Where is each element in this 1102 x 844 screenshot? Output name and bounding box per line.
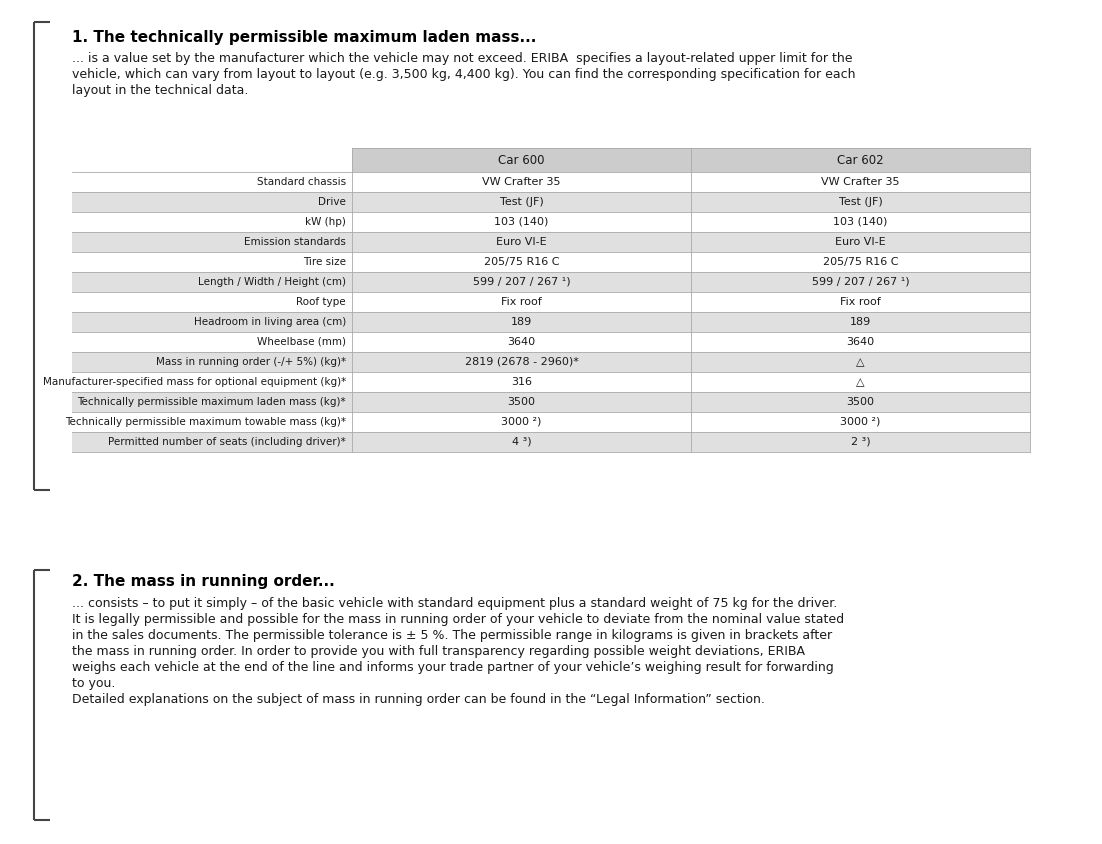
Text: vehicle, which can vary from layout to layout (e.g. 3,500 kg, 4,400 kg). You can: vehicle, which can vary from layout to l… [72,68,855,81]
Bar [72,172,1030,192]
Bar [72,372,1030,392]
Text: Mass in running order (-/+ 5%) (kg)*: Mass in running order (-/+ 5%) (kg)* [155,357,346,367]
Text: Permitted number of seats (including driver)*: Permitted number of seats (including dri… [108,437,346,447]
Text: Length / Width / Height (cm): Length / Width / Height (cm) [198,277,346,287]
Text: Fix roof: Fix roof [501,297,542,307]
Text: 2819 (2678 - 2960)*: 2819 (2678 - 2960)* [465,357,579,367]
Bar [72,292,1030,312]
Text: to you.: to you. [72,677,116,690]
Text: Technically permissible maximum towable mass (kg)*: Technically permissible maximum towable … [65,417,346,427]
Text: Euro VI-E: Euro VI-E [496,237,547,247]
Text: kW (hp): kW (hp) [305,217,346,227]
Text: Car 602: Car 602 [838,154,884,166]
Bar [72,432,1030,452]
Text: 599 / 207 / 267 ¹): 599 / 207 / 267 ¹) [473,277,571,287]
Text: 205/75 R16 C: 205/75 R16 C [823,257,898,267]
Text: in the sales documents. The permissible tolerance is ± 5 %. The permissible rang: in the sales documents. The permissible … [72,629,832,642]
Bar [72,272,1030,292]
Text: 4 ³): 4 ³) [511,437,531,447]
Text: 103 (140): 103 (140) [833,217,888,227]
Text: Manufacturer-specified mass for optional equipment (kg)*: Manufacturer-specified mass for optional… [43,377,346,387]
Text: Fix roof: Fix roof [840,297,880,307]
Text: weighs each vehicle at the end of the line and informs your trade partner of you: weighs each vehicle at the end of the li… [72,661,834,674]
Text: Test (JF): Test (JF) [839,197,883,207]
Text: Roof type: Roof type [296,297,346,307]
Text: VW Crafter 35: VW Crafter 35 [821,177,899,187]
Text: Test (JF): Test (JF) [499,197,543,207]
Text: ... is a value set by the manufacturer which the vehicle may not exceed. ERIBA  : ... is a value set by the manufacturer w… [72,52,853,65]
Bar [72,192,1030,212]
Text: 189: 189 [511,317,532,327]
Text: Emission standards: Emission standards [245,237,346,247]
Text: △: △ [856,377,865,387]
Text: Technically permissible maximum laden mass (kg)*: Technically permissible maximum laden ma… [77,397,346,407]
Text: 205/75 R16 C: 205/75 R16 C [484,257,559,267]
Text: VW Crafter 35: VW Crafter 35 [483,177,561,187]
Text: △: △ [856,357,865,367]
Bar [72,312,1030,332]
Text: Detailed explanations on the subject of mass in running order can be found in th: Detailed explanations on the subject of … [72,693,765,706]
Bar [72,252,1030,272]
Bar [352,148,691,172]
Bar [72,332,1030,352]
Text: Wheelbase (mm): Wheelbase (mm) [257,337,346,347]
Text: Euro VI-E: Euro VI-E [835,237,886,247]
Bar [72,232,1030,252]
Text: Tire size: Tire size [303,257,346,267]
Text: Standard chassis: Standard chassis [257,177,346,187]
Text: 103 (140): 103 (140) [495,217,549,227]
Bar [691,148,1030,172]
Text: 2 ³): 2 ³) [851,437,871,447]
Text: the mass in running order. In order to provide you with full transparency regard: the mass in running order. In order to p… [72,645,804,658]
Text: 3000 ²): 3000 ²) [841,417,880,427]
Text: 599 / 207 / 267 ¹): 599 / 207 / 267 ¹) [812,277,909,287]
Text: 3500: 3500 [508,397,536,407]
Text: It is legally permissible and possible for the mass in running order of your veh: It is legally permissible and possible f… [72,613,844,626]
Text: 3640: 3640 [507,337,536,347]
Text: Headroom in living area (cm): Headroom in living area (cm) [194,317,346,327]
Bar [72,212,1030,232]
Bar [72,412,1030,432]
Text: 3500: 3500 [846,397,875,407]
Bar [72,352,1030,372]
Text: 316: 316 [511,377,532,387]
Bar [72,392,1030,412]
Text: Drive: Drive [318,197,346,207]
Text: 189: 189 [850,317,871,327]
Text: 3000 ²): 3000 ²) [501,417,542,427]
Text: ... consists – to put it simply – of the basic vehicle with standard equipment p: ... consists – to put it simply – of the… [72,597,838,610]
Text: 2. The mass in running order...: 2. The mass in running order... [72,574,335,589]
Text: layout in the technical data.: layout in the technical data. [72,84,248,97]
Text: 3640: 3640 [846,337,875,347]
Text: 1. The technically permissible maximum laden mass...: 1. The technically permissible maximum l… [72,30,537,45]
Text: Car 600: Car 600 [498,154,544,166]
